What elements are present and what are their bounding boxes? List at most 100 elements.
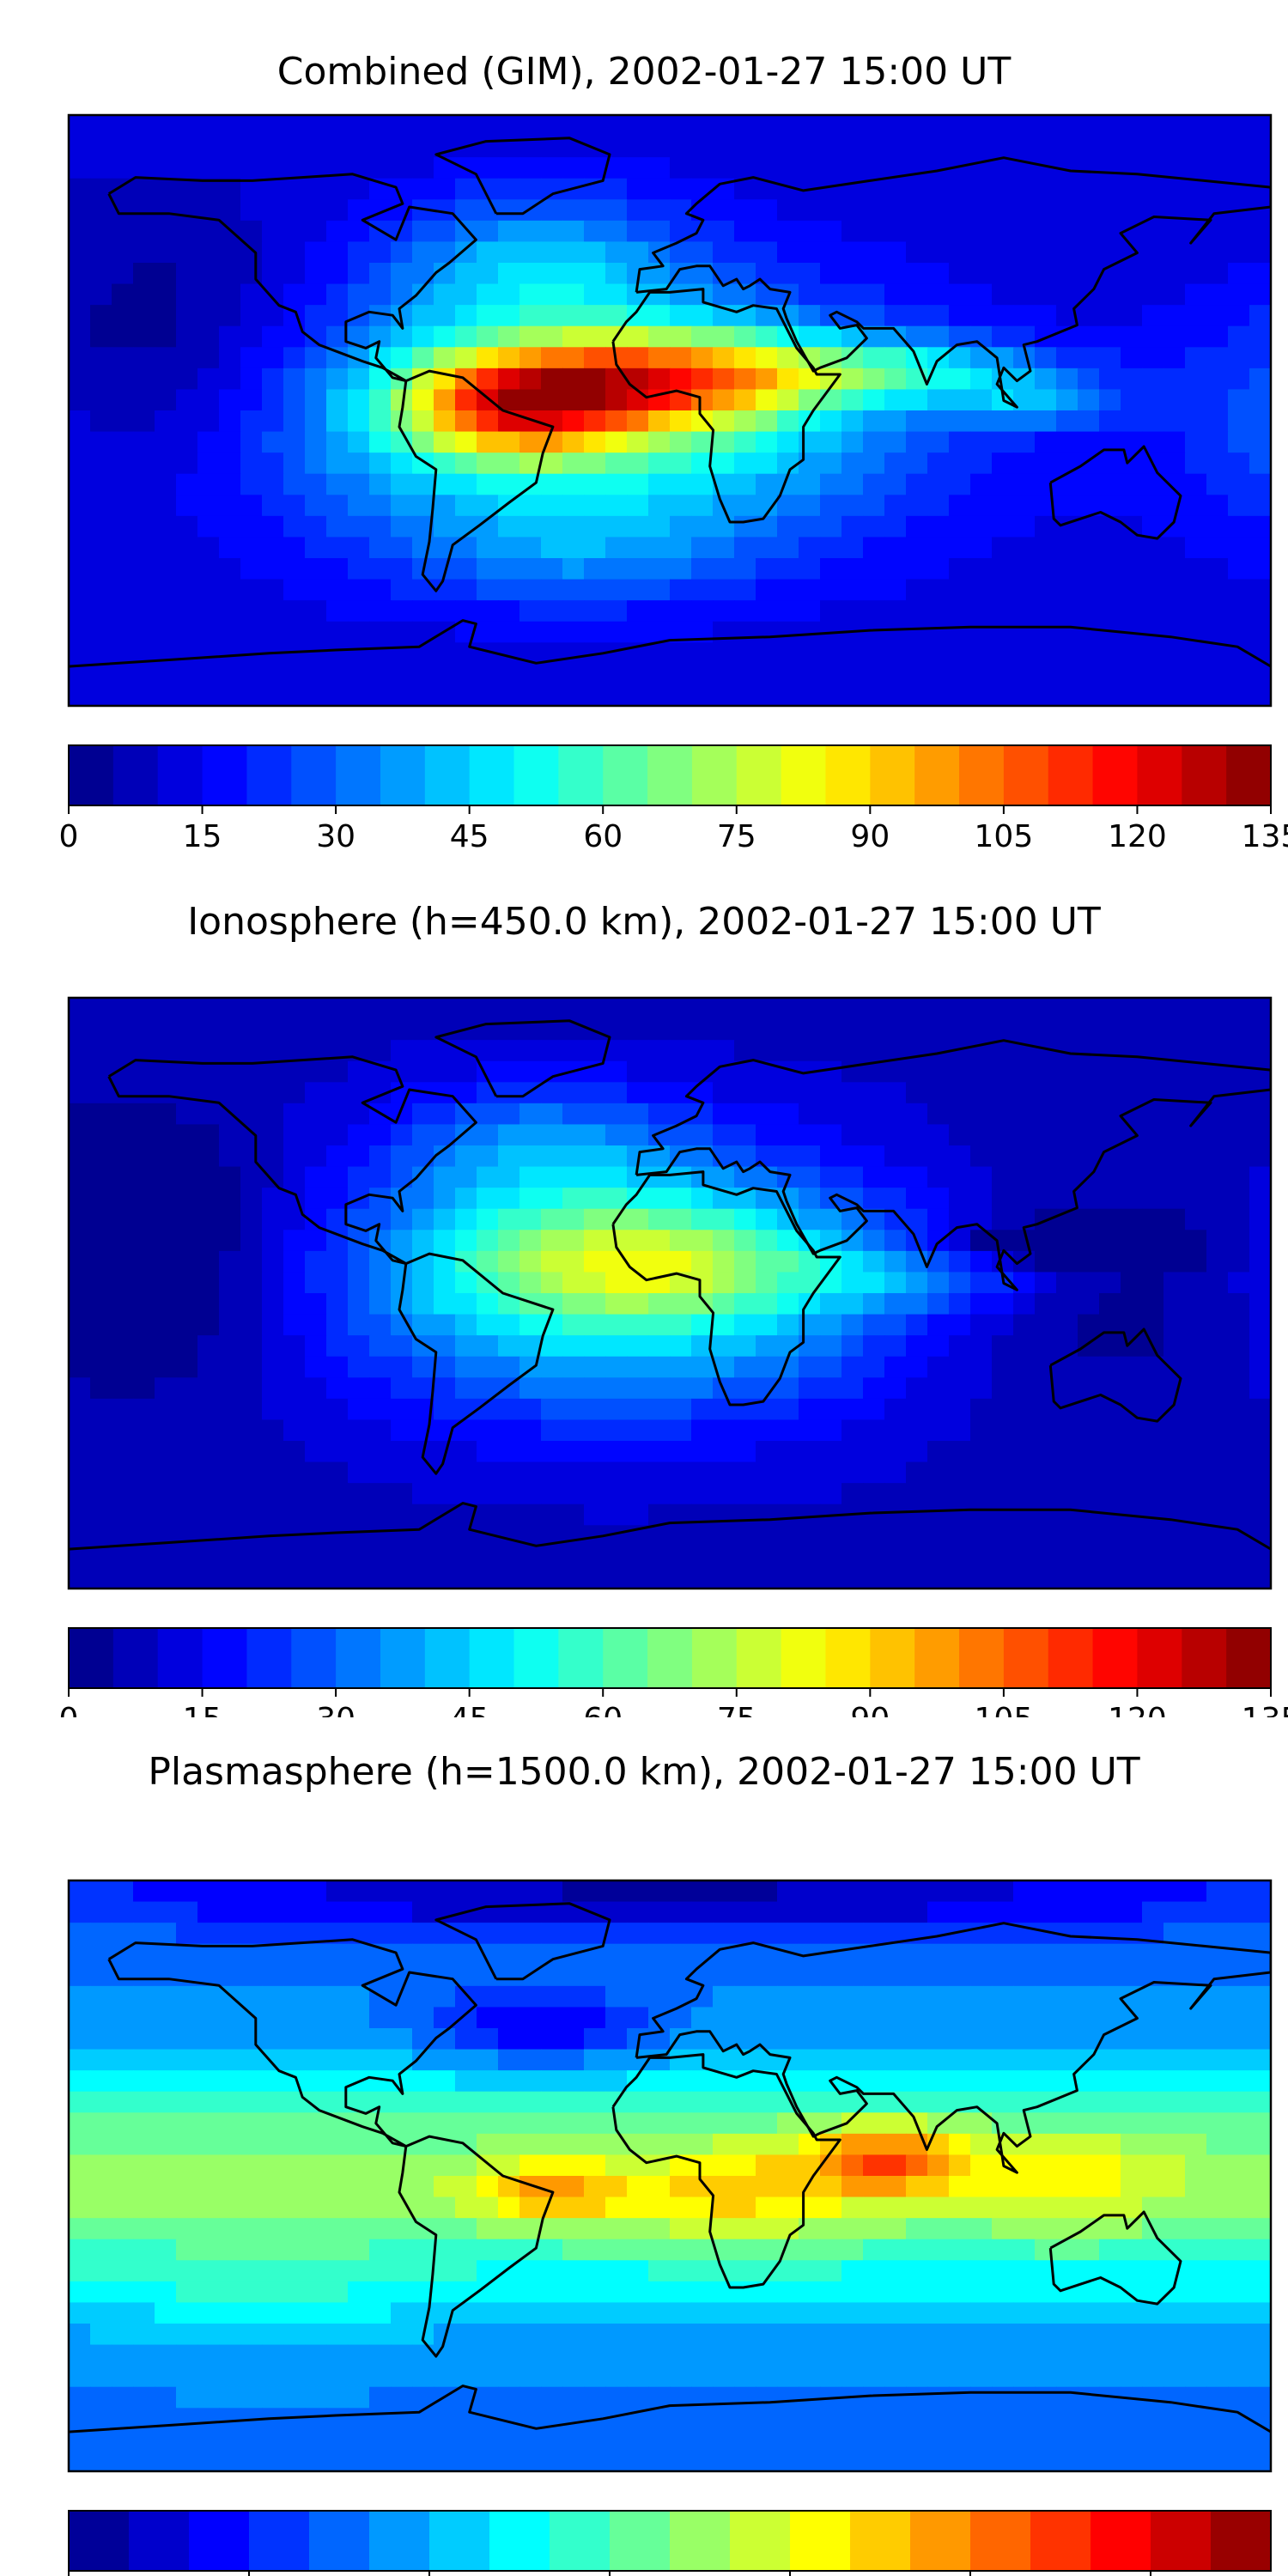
heatmap-cell xyxy=(927,537,950,559)
colorbar-swatch xyxy=(157,745,204,805)
heatmap-cell xyxy=(562,1314,585,1336)
heatmap-cell xyxy=(691,663,714,686)
heatmap-cell xyxy=(1163,115,1186,137)
heatmap-cell xyxy=(906,1398,928,1421)
heatmap-cell xyxy=(713,368,735,391)
heatmap-cell xyxy=(326,389,349,411)
heatmap-cell xyxy=(369,431,392,453)
heatmap-cell xyxy=(1228,495,1250,517)
heatmap-cell xyxy=(648,1335,671,1358)
heatmap-cell xyxy=(1013,305,1036,327)
heatmap-cell xyxy=(713,579,735,601)
heatmap-cell xyxy=(541,325,563,348)
heatmap-cell xyxy=(262,199,284,222)
heatmap-cell xyxy=(262,157,284,179)
heatmap-cell xyxy=(1163,1419,1186,1442)
heatmap-cell xyxy=(541,579,563,601)
heatmap-cell xyxy=(1228,621,1250,643)
heatmap-cell xyxy=(498,1335,520,1358)
heatmap-cell xyxy=(820,1060,842,1083)
heatmap-cell xyxy=(562,1082,585,1104)
heatmap-cell xyxy=(734,1272,756,1294)
heatmap-cell xyxy=(283,1124,306,1146)
heatmap-cell xyxy=(176,410,198,433)
heatmap-field xyxy=(69,998,1271,1589)
heatmap-cell xyxy=(1078,1040,1100,1062)
heatmap-cell xyxy=(949,283,971,306)
heatmap-cell xyxy=(219,1419,241,1442)
heatmap-cell xyxy=(648,431,671,453)
heatmap-cell xyxy=(648,305,671,327)
heatmap-cell xyxy=(519,998,542,1020)
heatmap-cell xyxy=(1163,600,1186,623)
heatmap-cell xyxy=(477,1441,499,1463)
colorbar-swatch xyxy=(781,1628,827,1688)
heatmap-cell xyxy=(713,2112,735,2135)
heatmap-cell xyxy=(1163,663,1186,686)
heatmap-cell xyxy=(262,2324,284,2346)
heatmap-cell xyxy=(1121,1483,1143,1505)
heatmap-cell xyxy=(1035,263,1057,285)
heatmap-cell xyxy=(670,347,692,369)
heatmap-cell xyxy=(1013,178,1036,200)
heatmap-cell xyxy=(1013,495,1036,517)
heatmap-cell xyxy=(1035,1504,1057,1526)
heatmap-cell xyxy=(240,368,263,391)
heatmap-cell xyxy=(519,1461,542,1484)
heatmap-cell xyxy=(1078,1461,1100,1484)
heatmap-cell xyxy=(1206,515,1229,538)
heatmap-cell xyxy=(391,663,413,686)
heatmap-cell xyxy=(799,1145,821,1168)
heatmap-cell xyxy=(970,2176,993,2198)
heatmap-cell xyxy=(691,1880,714,1903)
heatmap-cell xyxy=(1013,2386,1036,2409)
heatmap-cell xyxy=(627,178,649,200)
heatmap-cell xyxy=(1228,115,1250,137)
heatmap-cell xyxy=(240,410,263,433)
heatmap-cell xyxy=(1078,2091,1100,2113)
heatmap-cell xyxy=(648,1314,671,1336)
heatmap-cell xyxy=(326,1525,349,1547)
heatmap-cell xyxy=(348,663,370,686)
heatmap-cell xyxy=(584,2218,606,2240)
heatmap-cell xyxy=(1185,1040,1207,1062)
heatmap-cell xyxy=(820,325,842,348)
colorbar-swatch xyxy=(1092,745,1139,805)
heatmap-cell xyxy=(305,1166,327,1188)
heatmap-cell xyxy=(391,621,413,643)
heatmap-cell xyxy=(1163,1230,1186,1252)
heatmap-cell xyxy=(1185,1546,1207,1569)
heatmap-cell xyxy=(1035,1188,1057,1210)
heatmap-cell xyxy=(756,2344,778,2366)
heatmap-cell xyxy=(240,1441,263,1463)
heatmap-cell xyxy=(670,2196,692,2219)
heatmap-cell xyxy=(949,579,971,601)
heatmap-cell xyxy=(927,2428,950,2451)
heatmap-cell xyxy=(391,263,413,285)
heatmap-cell xyxy=(477,1419,499,1442)
heatmap-cell xyxy=(1121,1335,1143,1358)
heatmap-cell xyxy=(176,1293,198,1315)
heatmap-cell xyxy=(176,621,198,643)
heatmap-cell xyxy=(133,495,155,517)
heatmap-cell xyxy=(348,136,370,158)
heatmap-cell xyxy=(605,115,628,137)
heatmap-cell xyxy=(90,410,112,433)
heatmap-cell xyxy=(863,305,885,327)
heatmap-cell xyxy=(1013,2408,1036,2430)
heatmap-cell xyxy=(477,2007,499,2029)
heatmap-cell xyxy=(1078,305,1100,327)
heatmap-cell xyxy=(197,1567,220,1589)
heatmap-cell xyxy=(176,283,198,306)
heatmap-cell xyxy=(713,347,735,369)
heatmap-cell xyxy=(1121,1250,1143,1273)
heatmap-cell xyxy=(799,2302,821,2324)
heatmap-cell xyxy=(1099,1230,1121,1252)
heatmap-cell xyxy=(841,263,864,285)
heatmap-cell xyxy=(670,1335,692,1358)
panel-ionosphere: Ionosphere (h=450.0 km), 2002-01-27 15:0… xyxy=(0,859,1288,1717)
heatmap-cell xyxy=(348,621,370,643)
heatmap-cell xyxy=(756,2196,778,2219)
heatmap-cell xyxy=(176,389,198,411)
heatmap-cell xyxy=(841,1356,864,1378)
